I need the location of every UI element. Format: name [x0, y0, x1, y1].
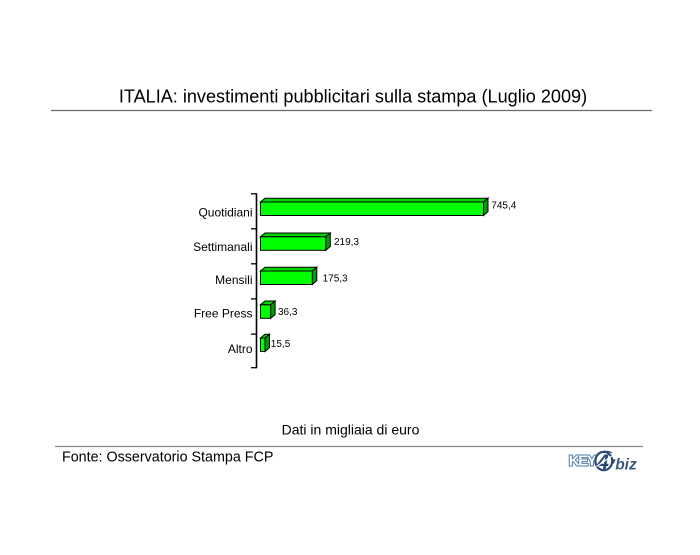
- svg-text:219,3: 219,3: [334, 237, 359, 248]
- svg-text:biz: biz: [615, 456, 637, 473]
- svg-text:Settimanali: Settimanali: [193, 240, 252, 254]
- svg-text:KEY: KEY: [569, 453, 597, 470]
- svg-text:Quotidiani: Quotidiani: [198, 205, 252, 219]
- svg-text:Free Press: Free Press: [194, 307, 253, 321]
- svg-text:15,5: 15,5: [271, 339, 291, 350]
- svg-text:175,3: 175,3: [323, 273, 348, 284]
- svg-text:ITALIA: investimenti pubblicit: ITALIA: investimenti pubblicitari sulla …: [119, 86, 587, 106]
- svg-text:Mensili: Mensili: [215, 273, 252, 287]
- svg-text:745,4: 745,4: [491, 201, 516, 212]
- svg-text:Altro: Altro: [228, 342, 253, 356]
- svg-text:36,3: 36,3: [278, 307, 298, 318]
- svg-text:Dati in migliaia di euro: Dati in migliaia di euro: [282, 422, 420, 438]
- svg-text:Fonte: Osservatorio Stampa FCP: Fonte: Osservatorio Stampa FCP: [62, 449, 273, 465]
